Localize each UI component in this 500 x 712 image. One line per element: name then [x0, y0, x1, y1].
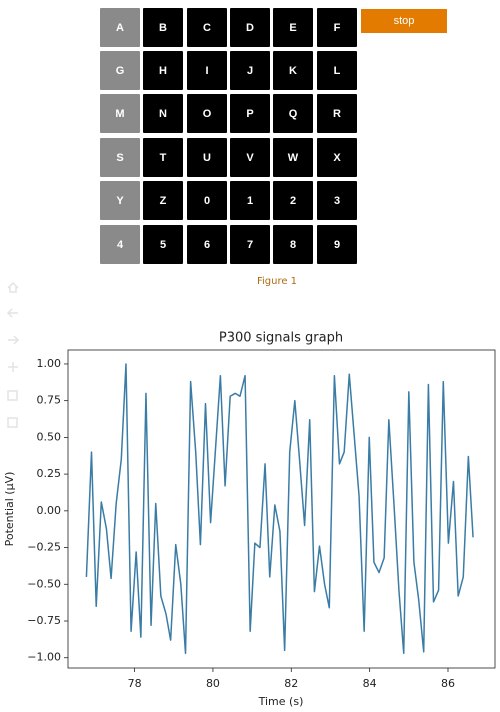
- speller-cell: S: [100, 138, 140, 177]
- forward-icon[interactable]: [8, 335, 20, 345]
- figure-label: Figure 1: [256, 276, 298, 287]
- speller-cell: 8: [273, 225, 313, 264]
- toolbar: [6, 281, 20, 428]
- speller-cell: 3: [317, 181, 357, 220]
- speller-cell: 9: [317, 225, 357, 264]
- speller-cell: 4: [100, 225, 140, 264]
- speller-cell: X: [317, 138, 357, 177]
- speller-cell: T: [143, 138, 183, 177]
- speller-cell: 7: [230, 225, 270, 264]
- x-tick-label: 78: [128, 677, 142, 690]
- speller-cell: J: [230, 51, 270, 90]
- speller-cell: Z: [143, 181, 183, 220]
- speller-cell: R: [317, 94, 357, 133]
- speller-cell: F: [317, 8, 357, 47]
- speller-cell: L: [317, 51, 357, 90]
- y-tick-label: −1.00: [27, 651, 61, 664]
- speller-cell: B: [143, 8, 183, 47]
- signal-line: [85, 363, 474, 655]
- y-tick-label: 0.50: [37, 430, 62, 443]
- speller-cell: 6: [187, 225, 227, 264]
- home-icon[interactable]: [7, 281, 19, 293]
- speller-cell: Y: [100, 181, 140, 220]
- y-tick-label: 1.00: [37, 357, 62, 370]
- speller-cell: 5: [143, 225, 183, 264]
- y-tick-label: 0.25: [37, 467, 62, 480]
- speller-cell: D: [230, 8, 270, 47]
- speller-cell: Q: [273, 94, 313, 133]
- speller-cell: W: [273, 138, 313, 177]
- y-axis-label: Potential (μV): [3, 472, 16, 547]
- y-tick-label: 0.00: [37, 504, 62, 517]
- speller-cell: M: [100, 94, 140, 133]
- y-tick-label: −0.75: [27, 614, 61, 627]
- x-tick-label: 80: [206, 677, 220, 690]
- speller-cell: 0: [187, 181, 227, 220]
- speller-cell: I: [187, 51, 227, 90]
- zoom-icon[interactable]: [7, 390, 18, 401]
- plot-frame: [67, 349, 496, 669]
- y-tick-label: −0.50: [27, 577, 61, 590]
- pan-icon[interactable]: [8, 362, 18, 372]
- speller-cell: A: [100, 8, 140, 47]
- speller-cell: U: [187, 138, 227, 177]
- speller-cell: C: [187, 8, 227, 47]
- speller-cell: E: [273, 8, 313, 47]
- x-tick-label: 86: [441, 677, 455, 690]
- speller-cell: P: [230, 94, 270, 133]
- speller-cell: H: [143, 51, 183, 90]
- speller-cell: G: [100, 51, 140, 90]
- speller-cell: N: [143, 94, 183, 133]
- speller-cell: K: [273, 51, 313, 90]
- back-icon[interactable]: [6, 308, 18, 318]
- speller-cell: V: [230, 138, 270, 177]
- x-tick-label: 84: [363, 677, 377, 690]
- x-axis-label: Time (s): [258, 695, 304, 708]
- x-tick-label: 82: [284, 677, 298, 690]
- y-tick-label: 0.75: [37, 394, 62, 407]
- speller-cell: O: [187, 94, 227, 133]
- stop-button[interactable]: stop: [361, 9, 447, 33]
- speller-cell: 2: [273, 181, 313, 220]
- y-tick-label: −0.25: [27, 541, 61, 554]
- save-icon[interactable]: [7, 417, 18, 428]
- chart-title: P300 signals graph: [219, 331, 343, 346]
- speller-cell: 1: [230, 181, 270, 220]
